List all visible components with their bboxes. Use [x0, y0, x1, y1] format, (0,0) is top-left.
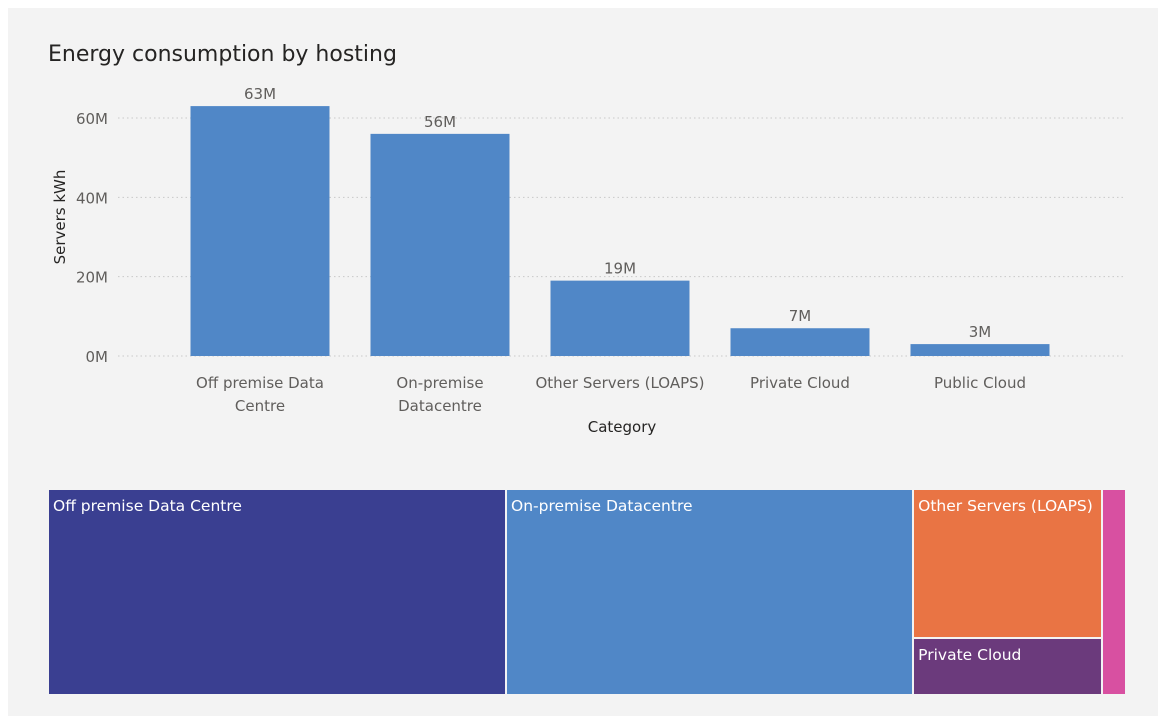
data-label: 63M — [244, 85, 276, 103]
x-tick-label: Centre — [235, 397, 285, 415]
x-tick-label: Off premise Data — [196, 374, 324, 392]
y-tick-label: 20M — [76, 269, 108, 287]
x-axis-ticks: Off premise Data Centre On-premise Datacent… — [196, 374, 1026, 415]
y-axis-ticks: 0M 20M 40M 60M — [76, 110, 108, 366]
x-tick-label: Public Cloud — [934, 374, 1026, 392]
data-label: 7M — [789, 307, 812, 325]
treemap-tile[interactable]: Private Cloud — [914, 639, 1104, 694]
bar[interactable] — [910, 344, 1050, 356]
bar[interactable] — [550, 280, 690, 356]
treemap-tile-label: Other Servers (LOAPS) — [918, 497, 1093, 515]
treemap: Off premise Data Centre On-premise Datace… — [49, 490, 1125, 694]
y-tick-label: 0M — [86, 348, 109, 366]
x-axis-title: Category — [588, 418, 657, 436]
bar-chart: Energy consumption by hosting 0M 20M 40M 60… — [48, 42, 1125, 436]
treemap-tile-label: Private Cloud — [918, 646, 1022, 665]
y-tick-label: 40M — [76, 189, 108, 207]
bars — [190, 106, 1050, 356]
bar[interactable] — [190, 106, 330, 356]
treemap-tile[interactable]: Off premise Data Centre — [49, 490, 508, 694]
bar[interactable] — [730, 328, 870, 356]
treemap-tile-label: On-premise Datacentre — [511, 497, 693, 515]
data-labels: 63M 56M 19M 7M 3M — [244, 85, 991, 341]
y-axis-title: Servers kWh — [51, 170, 69, 265]
treemap-tile[interactable]: On-premise Datacentre — [507, 490, 915, 694]
treemap-tile[interactable]: Other Servers (LOAPS) — [914, 490, 1104, 640]
data-label: 19M — [604, 260, 636, 278]
treemap-tile-label: Off premise Data Centre — [53, 497, 242, 515]
y-tick-label: 60M — [76, 110, 108, 128]
x-tick-label: Other Servers (LOAPS) — [535, 374, 704, 392]
chart-title: Energy consumption by hosting — [48, 42, 397, 67]
bar[interactable] — [370, 133, 510, 356]
data-label: 56M — [424, 113, 456, 131]
x-tick-label: On-premise — [396, 374, 483, 392]
x-tick-label: Datacentre — [398, 397, 482, 415]
treemap-tile[interactable] — [1103, 490, 1125, 694]
data-label: 3M — [969, 323, 992, 341]
x-tick-label: Private Cloud — [750, 374, 850, 392]
